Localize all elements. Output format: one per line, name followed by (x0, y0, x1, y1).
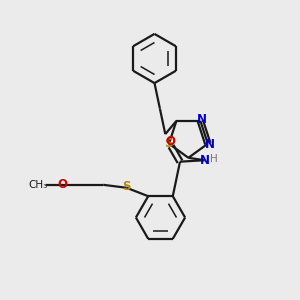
Text: N: N (197, 113, 207, 126)
Text: S: S (164, 136, 172, 150)
Text: N: N (200, 154, 210, 167)
Text: H: H (210, 154, 218, 164)
Text: S: S (122, 180, 130, 193)
Text: N: N (205, 138, 215, 151)
Text: O: O (57, 178, 68, 191)
Text: CH₃: CH₃ (28, 180, 47, 190)
Text: O: O (165, 135, 176, 148)
